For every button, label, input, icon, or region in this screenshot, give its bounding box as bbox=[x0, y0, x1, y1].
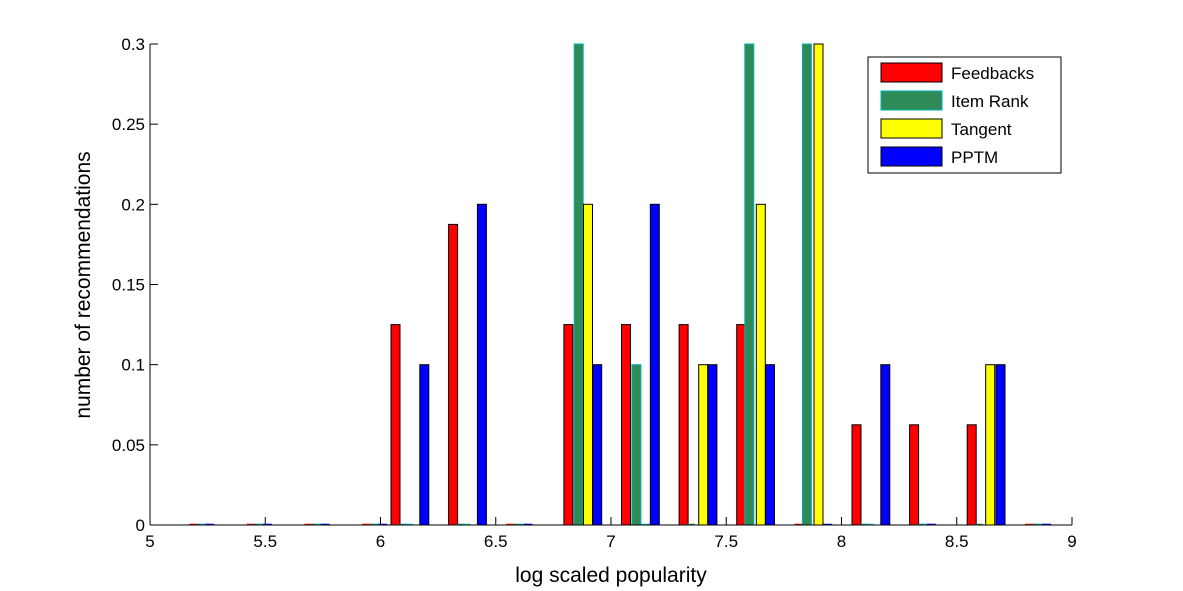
bar-feedbacks-14 bbox=[966, 424, 977, 526]
bar-tangent-14 bbox=[985, 364, 996, 526]
y-tick-label: 0.3 bbox=[121, 35, 145, 54]
x-tick-label: 5.5 bbox=[253, 532, 277, 551]
y-tick-label: 0.1 bbox=[121, 356, 145, 375]
bar-pptm-4 bbox=[419, 364, 430, 526]
ticks-group: 5 5.5 6 6.5 7 7.5 8 8.5 9 0 0.05 0.1 0.15 0.2 0.25 0.3 bbox=[112, 35, 1077, 551]
x-tick-label: 7.5 bbox=[714, 532, 738, 551]
bar-pptm-10 bbox=[765, 364, 775, 526]
bar-pptm-7 bbox=[592, 364, 603, 526]
x-tick-label: 6 bbox=[376, 532, 385, 551]
legend: Feedbacks Item Rank Tangent PPTM bbox=[867, 56, 1062, 174]
y-tick-label: 0 bbox=[136, 516, 145, 535]
legend-label-item-rank: Item Rank bbox=[951, 92, 1029, 111]
bar-feedbacks-7 bbox=[563, 324, 574, 526]
bar-feedbacks-12 bbox=[851, 424, 862, 526]
x-tick-label: 6.5 bbox=[484, 532, 508, 551]
bar-tangent-10 bbox=[755, 203, 766, 526]
bar-pptm-5 bbox=[476, 203, 487, 526]
bar-tangent-7 bbox=[583, 203, 593, 526]
bar-pptm-8 bbox=[649, 203, 660, 526]
legend-label-pptm: PPTM bbox=[951, 148, 998, 167]
y-tick-label: 0.25 bbox=[112, 115, 145, 134]
bar-item-rank-7 bbox=[573, 43, 584, 526]
x-tick-label: 7 bbox=[606, 532, 615, 551]
x-tick-label: 8 bbox=[837, 532, 846, 551]
bar-feedbacks-8 bbox=[621, 324, 631, 526]
x-tick-label: 5 bbox=[145, 532, 154, 551]
bar-item-rank-10 bbox=[744, 43, 755, 526]
y-axis-label: number of recommendations bbox=[72, 151, 95, 418]
x-tick-label: 8.5 bbox=[945, 532, 969, 551]
legend-swatch-item-rank bbox=[880, 90, 943, 111]
bar-item-rank-11 bbox=[801, 43, 812, 526]
bar-pptm-14 bbox=[995, 364, 1006, 526]
y-tick-label: 0.2 bbox=[121, 195, 145, 214]
bar-feedbacks-13 bbox=[909, 424, 920, 526]
legend-swatch-pptm bbox=[880, 146, 943, 167]
bar-pptm-12 bbox=[880, 364, 891, 526]
bar-item-rank-8 bbox=[631, 364, 642, 526]
bar-tangent-11 bbox=[813, 43, 824, 526]
bar-tangent-9 bbox=[698, 364, 709, 526]
x-axis-label: log scaled popularity bbox=[515, 564, 707, 587]
legend-swatch-feedbacks bbox=[880, 62, 943, 83]
y-tick-label: 0.05 bbox=[112, 436, 145, 455]
bar-pptm-9 bbox=[707, 364, 718, 526]
bar-feedbacks-5 bbox=[448, 223, 459, 526]
legend-label-feedbacks: Feedbacks bbox=[951, 64, 1034, 83]
x-tick-label: 9 bbox=[1067, 532, 1076, 551]
legend-label-tangent: Tangent bbox=[951, 120, 1012, 139]
bar-feedbacks-4 bbox=[390, 324, 401, 526]
bar-feedbacks-9 bbox=[678, 324, 689, 526]
y-tick-label: 0.15 bbox=[112, 276, 145, 295]
legend-swatch-tangent bbox=[880, 118, 943, 139]
